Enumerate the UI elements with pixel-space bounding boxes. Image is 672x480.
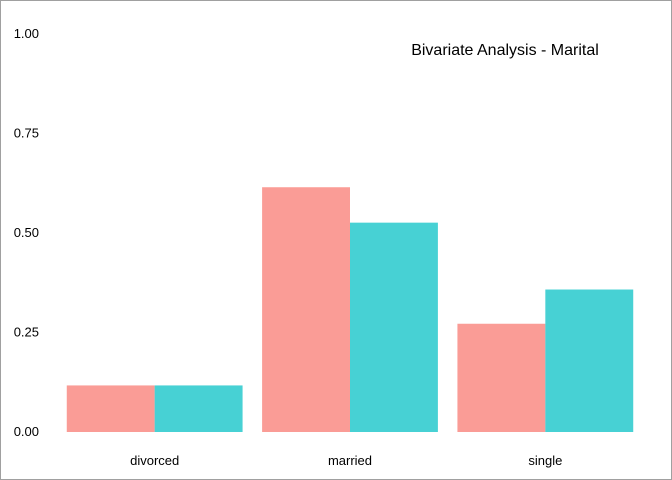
- bar-divorced-series-1: [66, 385, 155, 432]
- x-tick-label-single: single: [528, 453, 562, 468]
- chart-title: Bivariate Analysis - Marital: [411, 42, 599, 59]
- bar-divorced-series-2: [154, 385, 243, 432]
- bar-married-series-2: [350, 222, 438, 432]
- y-tick-label: 0.75: [14, 126, 39, 141]
- bar-single-series-2: [545, 289, 634, 432]
- y-tick-label: 0.50: [14, 225, 39, 240]
- y-tick-label: 1.00: [14, 26, 39, 41]
- bar-married-series-1: [262, 187, 350, 432]
- x-tick-label-divorced: divorced: [130, 453, 179, 468]
- y-tick-label: 0.25: [14, 325, 39, 340]
- bar-single-series-1: [457, 323, 546, 432]
- x-axis: divorced married single: [130, 453, 562, 468]
- y-axis: 0.00 0.25 0.50 0.75 1.00: [14, 26, 39, 439]
- y-tick-label: 0.00: [14, 424, 39, 439]
- x-tick-label-married: married: [328, 453, 372, 468]
- bars: [66, 187, 634, 432]
